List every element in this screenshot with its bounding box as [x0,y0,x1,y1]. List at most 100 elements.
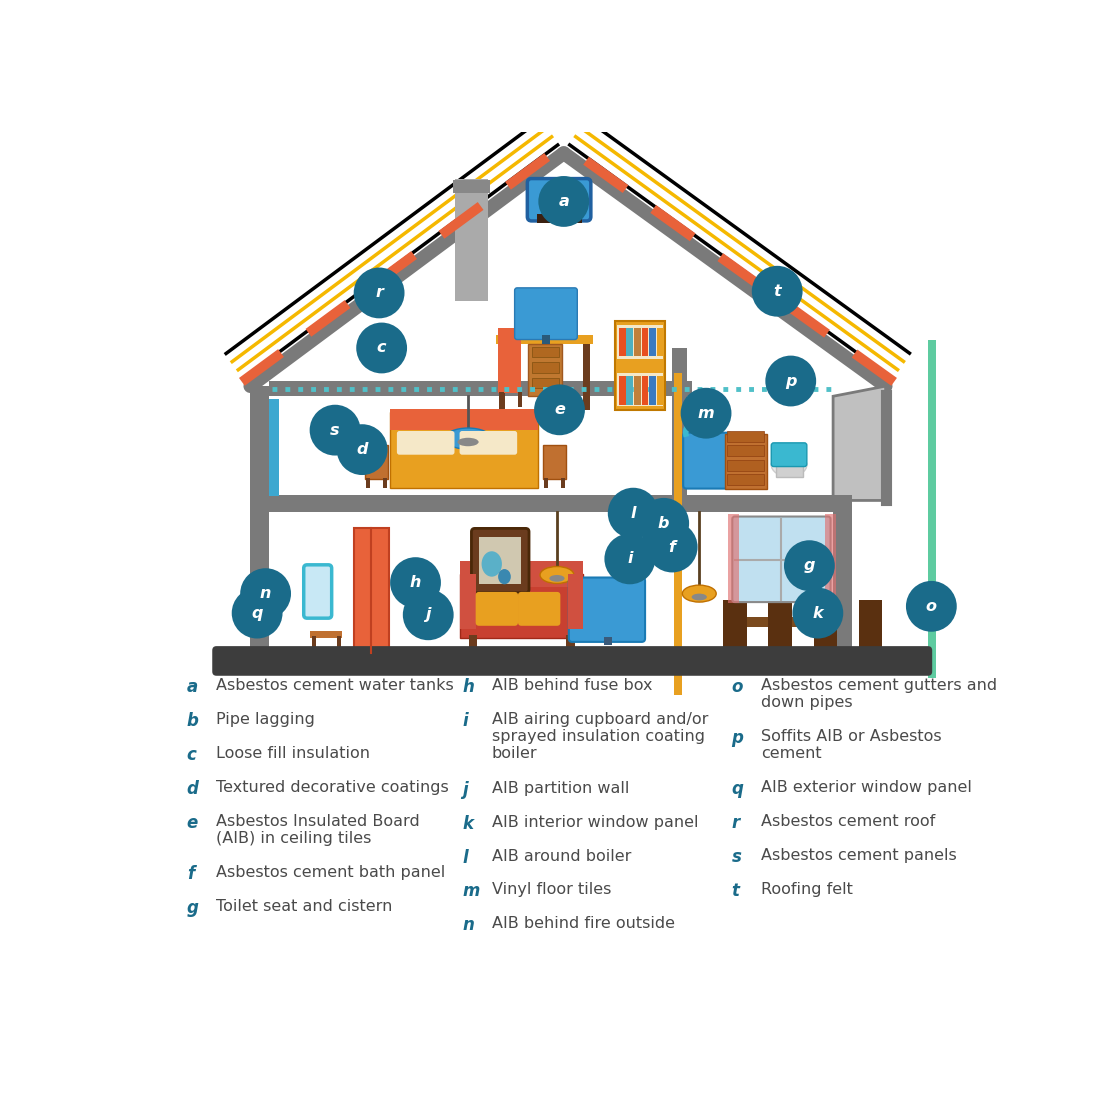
Bar [541,336,550,343]
Ellipse shape [540,566,574,583]
Bar [641,328,648,356]
Circle shape [337,425,387,475]
Bar [455,178,487,301]
Text: sprayed insulation coating: sprayed insulation coating [492,729,705,744]
Text: Textured decorative coatings: Textured decorative coatings [217,780,449,795]
Text: Vinyl floor tiles: Vinyl floor tiles [492,882,612,898]
Bar [619,328,626,356]
Bar [480,537,521,584]
Text: m: m [697,406,714,420]
Text: Asbestos cement gutters and: Asbestos cement gutters and [761,679,998,693]
Bar [657,376,663,405]
Circle shape [681,388,732,439]
Bar [634,328,641,356]
Bar [725,649,728,653]
Text: h: h [410,575,421,590]
Bar [723,601,747,621]
Bar [498,343,505,410]
Bar [390,411,538,487]
Bar [337,636,341,653]
Text: Asbestos cement bath panel: Asbestos cement bath panel [217,865,446,880]
FancyBboxPatch shape [569,578,645,642]
Circle shape [240,569,292,619]
Bar [768,618,792,650]
Bar [697,388,701,410]
Bar [727,431,764,442]
Bar [877,649,880,653]
FancyBboxPatch shape [304,564,332,618]
Text: Soffits AIB or Asbestos: Soffits AIB or Asbestos [761,729,942,744]
Bar [366,477,370,487]
Text: a: a [187,679,198,696]
Ellipse shape [444,428,492,449]
Circle shape [390,558,441,608]
Text: AIB behind fire outside: AIB behind fire outside [492,916,674,932]
Ellipse shape [682,585,716,602]
Polygon shape [833,386,886,500]
Text: Toilet seat and cistern: Toilet seat and cistern [217,899,393,913]
Circle shape [906,581,957,631]
Bar [858,601,882,621]
Bar [786,649,790,653]
Text: e: e [187,814,198,832]
Text: h: h [462,679,474,696]
Bar [461,574,475,629]
Bar [723,618,747,650]
Text: p: p [785,374,796,388]
Circle shape [232,587,283,638]
Ellipse shape [458,438,478,447]
Text: Asbestos cement water tanks: Asbestos cement water tanks [217,679,454,693]
FancyBboxPatch shape [397,431,454,454]
Text: f: f [669,539,675,554]
Text: Asbestos cement roof: Asbestos cement roof [761,814,935,828]
Circle shape [647,521,697,572]
Bar [497,351,521,393]
Text: s: s [330,422,340,438]
Bar [672,348,688,510]
Bar [727,446,764,456]
Text: e: e [554,403,565,417]
Bar [561,477,564,487]
Text: o: o [926,598,937,614]
Bar [729,617,830,627]
Text: l: l [462,848,468,867]
Bar [383,477,387,487]
Text: g: g [804,558,815,573]
Bar [531,377,559,388]
FancyBboxPatch shape [527,178,591,221]
Bar [251,386,270,653]
Bar [461,561,583,586]
Bar [604,637,612,646]
Bar [499,392,504,407]
Bar [776,460,803,476]
Text: k: k [462,815,473,833]
Bar [833,649,836,653]
Bar [531,348,559,358]
Ellipse shape [498,569,510,584]
Bar [496,336,593,343]
Text: t: t [773,284,781,299]
Circle shape [751,266,803,317]
Text: p: p [732,729,744,747]
Text: AIB exterior window panel: AIB exterior window panel [761,780,972,795]
Bar [617,373,663,406]
Bar [270,381,693,396]
Bar [928,340,936,679]
Text: q: q [252,606,263,620]
Bar [728,514,739,603]
Bar [732,626,737,653]
Text: g: g [187,899,199,916]
Bar [566,635,575,650]
Bar [270,399,279,496]
Text: t: t [732,881,739,900]
Bar [634,376,641,405]
Text: boiler: boiler [492,746,538,761]
Text: b: b [187,712,199,730]
Text: i: i [462,712,468,730]
Text: d: d [187,780,199,798]
Text: AIB partition wall: AIB partition wall [492,781,629,795]
Bar [858,618,882,650]
Text: n: n [462,916,474,934]
FancyBboxPatch shape [212,646,932,675]
Text: d: d [356,442,367,458]
